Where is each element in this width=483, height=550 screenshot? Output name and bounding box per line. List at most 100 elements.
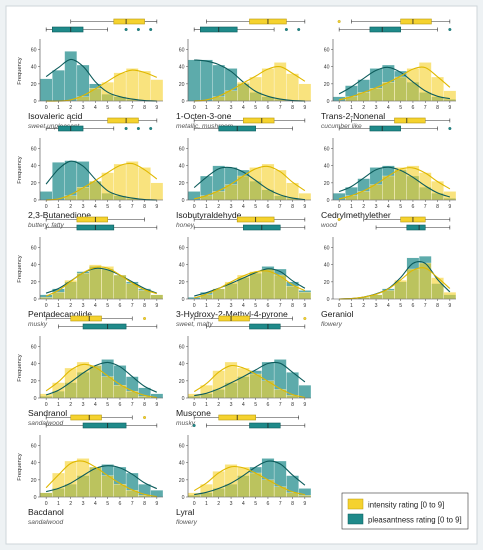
- y-tick-label: 20: [179, 379, 185, 385]
- intensity-kde: [45, 460, 157, 498]
- x-tick-label: 0: [338, 105, 341, 111]
- x-tick-label: 8: [291, 204, 294, 210]
- panel-7: 0 20 40 60 0 1 2 3 4 5 6 7 8 9 Frequency Pentadecanolid…: [17, 216, 164, 328]
- pleasantness-kde: [194, 460, 306, 496]
- x-tick-label: 6: [267, 105, 270, 111]
- x-tick-label: 9: [155, 105, 158, 111]
- x-tick-label: 3: [230, 204, 233, 210]
- x-tick-label: 6: [119, 402, 122, 408]
- x-tick-label: 4: [242, 402, 245, 408]
- pleasantness-boxplot-flier-2: [136, 126, 140, 130]
- y-tick-label: 60: [179, 444, 185, 450]
- intensity-bar-2: [212, 471, 226, 498]
- x-tick-label: 0: [193, 303, 196, 309]
- panel-descriptor: sandalwood: [28, 420, 64, 427]
- x-tick-label: 0: [338, 303, 341, 309]
- x-tick-label: 7: [279, 204, 282, 210]
- x-tick-label: 8: [291, 402, 294, 408]
- y-tick-label: 0: [327, 99, 330, 105]
- y-tick-label: 0: [327, 198, 330, 204]
- y-tick-label: 60: [179, 345, 185, 351]
- x-tick-label: 7: [279, 105, 282, 111]
- y-tick-label: 40: [179, 461, 185, 467]
- intensity-bar-0: [187, 393, 201, 399]
- pleasantness-boxplot-flier-1: [284, 28, 288, 32]
- panel-1: 0 20 40 60 0 1 2 3 4 5 6 7 8 9 Frequency Isovaleric aci…: [17, 18, 164, 130]
- intensity-bar-5: [249, 373, 262, 399]
- x-tick-label: 3: [230, 105, 233, 111]
- x-tick-label: 4: [242, 303, 245, 309]
- intensity-boxplot-box: [70, 315, 102, 322]
- panel-title: 1-Octen-3-one: [176, 111, 232, 121]
- intensity-bar-2: [64, 279, 78, 300]
- intensity-kde: [194, 65, 306, 102]
- pleasantness-boxplot-flier-1: [448, 126, 452, 130]
- panel-descriptor: sweet, malty: [176, 321, 213, 328]
- intensity-bar-3: [76, 186, 90, 201]
- x-tick-label: 8: [436, 303, 439, 309]
- x-tick-label: 1: [57, 501, 60, 507]
- pleasantness-bar-0: [39, 191, 53, 201]
- panel-6: 0 20 40 60 0 1 2 3 4 5 6 7 8 9 Cedrylmethylether wood: [321, 117, 457, 229]
- x-tick-label: 9: [155, 402, 158, 408]
- x-tick-label: 4: [387, 105, 390, 111]
- y-tick-label: 60: [179, 48, 185, 54]
- y-tick-label: 60: [31, 147, 37, 153]
- panel-descriptor: metallic, mushroom: [176, 123, 234, 130]
- intensity-bar-9: [150, 79, 164, 102]
- y-tick-label: 0: [34, 198, 37, 204]
- legend: intensity rating [0 to 9] pleasantness r…: [341, 492, 469, 530]
- panel-title: Lyral: [176, 507, 194, 517]
- intensity-boxplot-box: [113, 18, 145, 25]
- panel-descriptor: wood: [321, 222, 337, 229]
- panel-title: Trans-2-Nonenal: [321, 111, 385, 121]
- intensity-kde: [45, 266, 157, 297]
- y-tick-label: 20: [324, 280, 330, 286]
- pleasantness-bar-1: [52, 162, 65, 201]
- panel-9: 0 20 40 60 0 1 2 3 4 5 6 7 8 9 Geraniol flowery: [321, 216, 457, 328]
- intensity-bar-6: [113, 274, 127, 300]
- intensity-bar-3: [369, 87, 383, 102]
- x-tick-label: 2: [69, 501, 72, 507]
- x-tick-label: 9: [303, 105, 306, 111]
- x-tick-label: 1: [57, 105, 60, 111]
- x-tick-label: 6: [119, 303, 122, 309]
- y-tick-label: 0: [182, 99, 185, 105]
- x-tick-label: 3: [375, 303, 378, 309]
- x-tick-label: 3: [82, 105, 85, 111]
- y-axis-label: Frequency: [17, 453, 23, 480]
- x-tick-label: 6: [412, 303, 415, 309]
- y-tick-label: 0: [182, 495, 185, 501]
- intensity-bar-0: [39, 393, 53, 399]
- panel-8: 0 20 40 60 0 1 2 3 4 5 6 7 8 9 3-Hydroxy-2-Methyl-4-py…: [176, 216, 312, 328]
- intensity-bar-4: [237, 274, 250, 300]
- intensity-boxplot-box: [394, 117, 426, 124]
- panel-title: Muscone: [176, 408, 211, 418]
- y-tick-label: 60: [324, 48, 330, 54]
- x-tick-label: 8: [436, 105, 439, 111]
- x-tick-label: 2: [217, 402, 220, 408]
- x-tick-label: 6: [119, 204, 122, 210]
- pleasantness-bar-2: [212, 64, 226, 102]
- y-tick-label: 0: [34, 297, 37, 303]
- y-tick-label: 60: [31, 48, 37, 54]
- panel-10: 0 20 40 60 0 1 2 3 4 5 6 7 8 9 Frequency Sandranol sanda…: [17, 315, 164, 427]
- pleasantness-boxplot-box: [82, 422, 127, 429]
- x-tick-label: 6: [412, 105, 415, 111]
- x-tick-label: 5: [106, 501, 109, 507]
- x-tick-label: 7: [131, 501, 134, 507]
- x-tick-label: 5: [399, 204, 402, 210]
- y-tick-label: 40: [179, 164, 185, 170]
- intensity-boxplot-box: [107, 117, 139, 124]
- y-axis-label: Frequency: [17, 57, 23, 84]
- intensity-bar-5: [394, 76, 407, 102]
- x-tick-label: 7: [131, 402, 134, 408]
- panel-title: Sandranol: [28, 408, 67, 418]
- x-tick-label: 1: [205, 204, 208, 210]
- x-tick-label: 5: [399, 105, 402, 111]
- y-tick-label: 0: [182, 396, 185, 402]
- intensity-bar-3: [76, 273, 90, 300]
- y-tick-label: 40: [31, 263, 37, 269]
- x-tick-label: 7: [131, 204, 134, 210]
